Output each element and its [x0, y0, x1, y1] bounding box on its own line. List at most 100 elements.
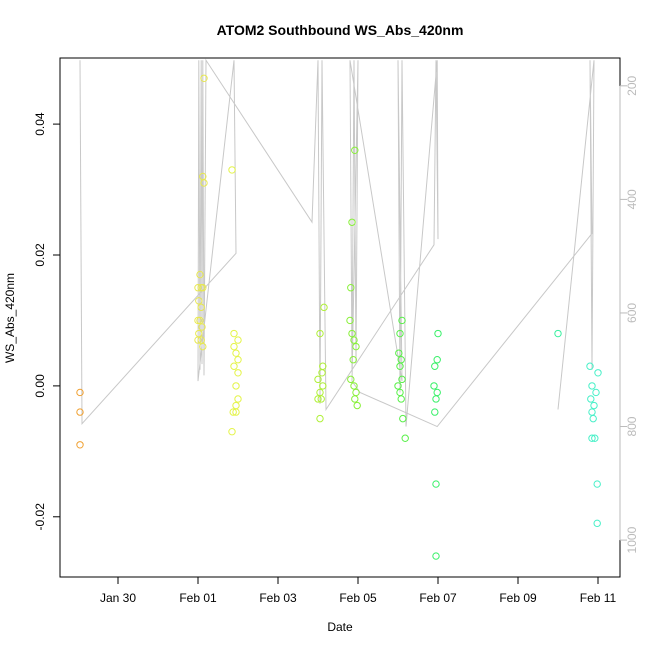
point: [586, 362, 594, 370]
point: [401, 434, 409, 442]
point: [396, 362, 404, 370]
plot-frame: [59, 57, 621, 578]
point: [194, 336, 202, 344]
point: [432, 480, 440, 488]
point: [593, 519, 601, 528]
point: [314, 375, 322, 384]
point: [314, 395, 322, 403]
y-tick-label: 0.04: [33, 112, 47, 136]
point: [76, 441, 84, 449]
point: [319, 382, 327, 390]
point: [232, 382, 240, 390]
point: [588, 408, 596, 416]
point: [228, 428, 236, 436]
point: [197, 336, 205, 344]
point: [593, 480, 601, 488]
point: [199, 342, 207, 351]
point: [76, 408, 84, 416]
point: [350, 382, 358, 390]
point: [351, 146, 359, 154]
point: [594, 369, 602, 377]
point: [76, 388, 84, 397]
point: [353, 401, 361, 410]
point: [232, 401, 240, 410]
point: [196, 270, 204, 279]
point: [230, 342, 238, 351]
point: [394, 382, 402, 390]
point: [232, 408, 240, 416]
point: [200, 179, 208, 187]
point: [194, 284, 202, 292]
x-tick-label: Feb 07: [419, 591, 457, 605]
point: [195, 329, 203, 338]
point: [230, 362, 238, 370]
y2-tick-label: 400: [625, 189, 639, 209]
x-tick-label: Feb 05: [339, 591, 377, 605]
point: [320, 303, 328, 312]
y2-tick-label: 1000: [625, 526, 639, 553]
point: [229, 408, 237, 416]
depth-line: [79, 58, 595, 428]
point: [348, 218, 356, 226]
point: [351, 395, 359, 403]
point: [592, 388, 600, 397]
point: [350, 336, 358, 344]
point: [433, 356, 441, 364]
point: [318, 369, 326, 377]
point: [349, 356, 357, 364]
y2-tick-label: 600: [625, 303, 639, 323]
point: [430, 382, 438, 390]
point: [587, 395, 595, 403]
point: [590, 401, 598, 410]
point: [232, 349, 240, 357]
x-tick-label: Jan 30: [100, 591, 136, 605]
y2-tick-label: 800: [625, 416, 639, 436]
point: [234, 336, 242, 344]
point: [398, 316, 406, 325]
point: [396, 329, 404, 338]
point: [198, 323, 206, 331]
point: [234, 395, 242, 403]
y-tick-label: -0.02: [33, 503, 47, 531]
point: [200, 74, 208, 82]
point: [195, 297, 203, 305]
point: [399, 414, 407, 423]
point: [588, 434, 596, 442]
point: [317, 395, 325, 403]
x-tick-label: Feb 09: [499, 591, 537, 605]
point: [589, 414, 597, 423]
point: [228, 166, 236, 174]
point: [431, 362, 439, 370]
point: [433, 388, 441, 397]
point: [434, 329, 442, 338]
y-tick-label: 0.00: [33, 374, 47, 398]
point: [352, 388, 360, 397]
point: [316, 329, 324, 338]
point: [347, 284, 355, 292]
point: [352, 342, 360, 351]
point: [431, 408, 439, 416]
point: [199, 284, 207, 292]
point: [554, 329, 562, 338]
point: [432, 395, 440, 403]
x-tick-label: Feb 01: [179, 591, 217, 605]
point: [197, 303, 205, 312]
point: [347, 375, 355, 384]
point: [395, 349, 403, 357]
x-tick-label: Feb 03: [259, 591, 297, 605]
y-axis-label: WS_Abs_420nm: [3, 273, 17, 363]
point: [234, 369, 242, 377]
point: [588, 382, 596, 390]
point: [230, 329, 238, 338]
x-axis-label: Date: [327, 620, 353, 634]
point: [591, 434, 599, 442]
point: [397, 395, 405, 403]
y-tick-label: 0.02: [33, 243, 47, 267]
point: [346, 316, 354, 325]
x-tick-label: Feb 11: [580, 591, 617, 605]
point: [196, 316, 204, 325]
point: [432, 552, 440, 560]
chart-title: ATOM2 Southbound WS_Abs_420nm: [217, 22, 464, 38]
